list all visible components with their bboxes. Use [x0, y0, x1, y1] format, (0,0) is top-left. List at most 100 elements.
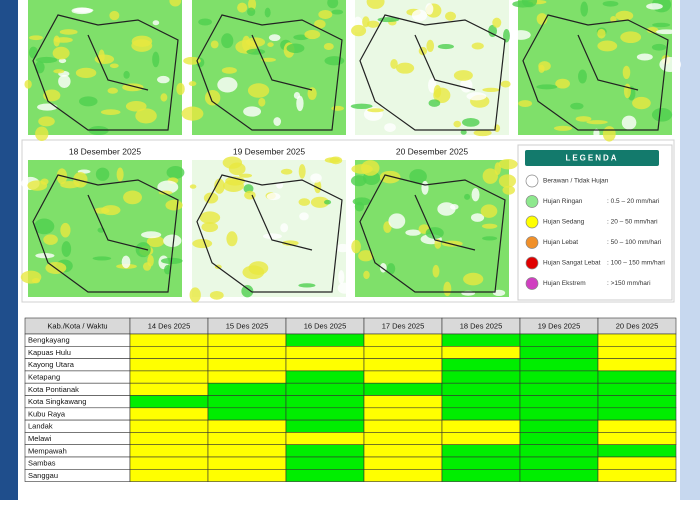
map-patch — [331, 105, 344, 111]
map-patch — [409, 169, 427, 184]
forecast-cell — [363, 432, 443, 445]
forecast-cell — [207, 395, 287, 409]
map-patch — [384, 123, 396, 132]
map-patch — [646, 26, 659, 34]
map-patch — [262, 233, 282, 240]
forecast-cell — [519, 370, 599, 384]
map-patch — [386, 263, 396, 275]
map-patch — [488, 24, 497, 37]
header-text: 18 Des 2025 — [460, 321, 503, 330]
map-patch — [336, 243, 350, 253]
map-patch — [298, 198, 311, 206]
map-patch — [146, 236, 165, 248]
map-patch — [437, 202, 456, 216]
header-text: 15 Des 2025 — [226, 321, 269, 330]
map-patch — [109, 63, 119, 69]
map-patch — [268, 34, 281, 42]
map-patch — [338, 270, 345, 285]
map-patch — [656, 29, 677, 35]
forecast-cell — [285, 370, 365, 384]
map-patch — [198, 18, 212, 26]
map-patch — [176, 82, 185, 96]
map-patch — [351, 24, 367, 37]
map-patch — [500, 80, 511, 88]
map-patch — [366, 20, 380, 28]
map-patch — [169, 0, 182, 7]
forecast-cell — [519, 419, 599, 433]
map-patch — [307, 87, 317, 100]
forecast-cell — [519, 456, 599, 470]
map-patch — [34, 61, 45, 74]
map-patch — [314, 19, 326, 29]
map-patch — [181, 106, 204, 121]
forecast-cell — [519, 382, 599, 396]
map-patch — [351, 239, 361, 254]
map-patch — [131, 35, 153, 47]
map-patch — [473, 129, 492, 137]
map-patch — [358, 250, 374, 262]
forecast-cell — [129, 456, 209, 470]
forecast-cell — [363, 382, 443, 396]
map-patch — [276, 182, 284, 189]
map-patch — [221, 33, 234, 49]
header-text: Kab./Kota / Waktu — [47, 321, 107, 330]
map-patch — [147, 254, 154, 267]
row-label: Mempawah — [28, 446, 67, 455]
row-label: Kapuas Hulu — [28, 348, 71, 357]
map-title: 18 Desember 2025 — [69, 146, 142, 156]
map-patch — [615, 10, 634, 21]
map-patch — [60, 222, 71, 238]
map-patch — [273, 117, 282, 126]
map-patch — [210, 40, 219, 49]
forecast-cell — [597, 432, 677, 445]
forecast-cell — [441, 395, 521, 409]
row-label: Kubu Raya — [28, 409, 66, 418]
header-text: 17 Des 2025 — [382, 321, 425, 330]
map-patch — [58, 74, 71, 88]
map-patch — [116, 167, 124, 182]
map-patch — [503, 29, 510, 43]
forecast-cell — [207, 382, 287, 396]
map-patch — [428, 99, 441, 107]
map-patch — [31, 278, 41, 284]
legend-range: : 0.5 – 20 mm/hari — [607, 198, 659, 205]
map-patch — [157, 180, 179, 194]
legend-label: Hujan Sangat Lebat — [543, 260, 601, 267]
map-patch — [264, 7, 271, 18]
map-title: 20 Desember 2025 — [396, 146, 469, 156]
map-patch — [471, 188, 480, 202]
right-strip — [680, 0, 700, 500]
map-patch — [421, 180, 429, 195]
forecast-cell — [363, 444, 443, 458]
map-patch — [135, 242, 151, 258]
map-patch — [324, 199, 332, 205]
legend-swatch — [525, 215, 539, 229]
forecast-cell — [441, 333, 521, 347]
forecast-cell — [519, 395, 599, 409]
map-patch — [107, 87, 118, 94]
legend-header — [525, 150, 659, 166]
map-patch — [510, 30, 531, 40]
map-patch — [553, 125, 573, 131]
map-patch — [100, 109, 121, 116]
map-patch — [246, 48, 266, 55]
map-frame — [21, 139, 675, 303]
map-patch — [366, 0, 385, 9]
forecast-cell — [129, 419, 209, 433]
map-base — [28, 0, 182, 135]
map-patch — [188, 81, 197, 87]
map-patch — [298, 164, 306, 179]
row-label: Kota Pontianak — [28, 385, 79, 394]
forecast-cell — [129, 333, 209, 347]
forecast-cell — [597, 419, 677, 433]
map-patch — [623, 83, 631, 99]
map-patch — [646, 3, 663, 10]
forecast-cell — [441, 419, 521, 433]
header-text: 14 Des 2025 — [148, 321, 191, 330]
map-patch — [350, 103, 373, 109]
map-patch — [95, 167, 110, 181]
forecast-cell — [363, 345, 443, 359]
map-patch — [61, 241, 72, 257]
map-patch — [280, 223, 289, 233]
forecast-cell — [207, 358, 287, 372]
